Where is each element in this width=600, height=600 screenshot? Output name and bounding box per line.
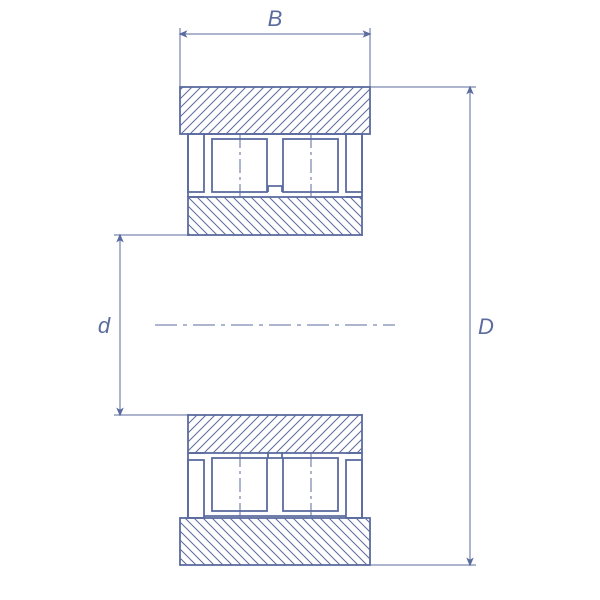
- bearing-diagram: B Dd: [0, 0, 600, 600]
- dimension-label-d: d: [98, 313, 111, 338]
- dimension-label-D: D: [478, 314, 494, 339]
- dimension-label-B: B: [268, 6, 283, 31]
